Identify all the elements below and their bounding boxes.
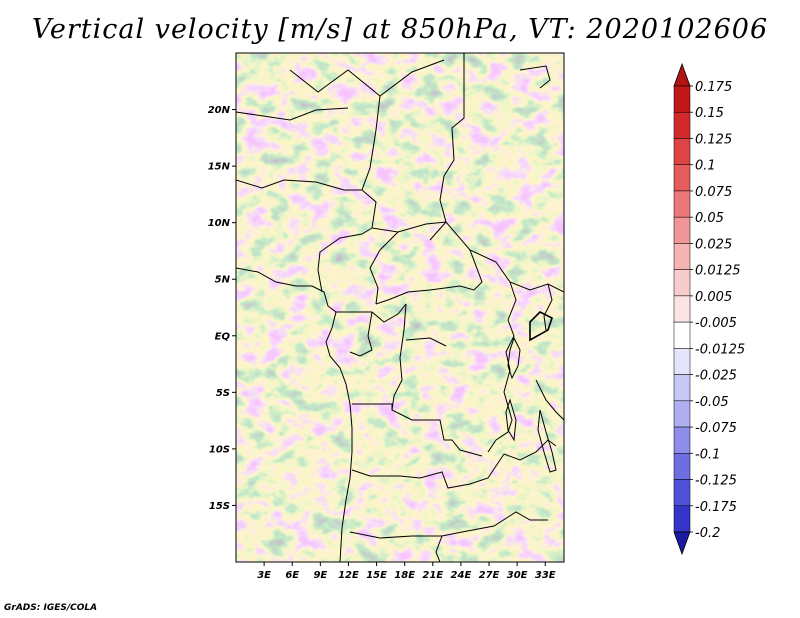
lat-tick-label: 5S: [216, 388, 230, 399]
lat-tick-label: 5N: [215, 275, 231, 286]
colorbar-swatch: [673, 479, 691, 507]
colorbar-label: -0.125: [695, 474, 737, 489]
colorbar-swatch: [673, 111, 691, 139]
lon-tick-label: 33E: [535, 570, 556, 581]
vertical-velocity-field: [236, 53, 564, 562]
colorbar: 0.175 0.15 0.125 0.1 0.075 0.05 0.025 0.0125 0.0…: [673, 62, 745, 556]
lat-tick-label: 10N: [208, 218, 231, 229]
country-borders: [236, 53, 564, 562]
colorbar-top-extend: [673, 62, 691, 87]
colorbar-swatch: [673, 321, 691, 349]
colorbar-label: 0.15: [695, 106, 724, 121]
lat-tick-label: EQ: [215, 331, 231, 342]
lat-tick-label: 15N: [208, 162, 231, 173]
lon-tick-label: 3E: [257, 570, 271, 581]
colorbar-swatch: [673, 138, 691, 165]
chart-title: Vertical velocity [m/s] at 850hPa, VT: 2…: [31, 14, 769, 45]
grads-credit: GrADS: IGES/COLA: [4, 603, 98, 613]
lon-tick-label: 24E: [451, 570, 472, 581]
colorbar-swatch: [673, 216, 691, 244]
map-frame: [235, 52, 565, 563]
colorbar-swatch: [673, 426, 691, 454]
colorbar-label: -0.025: [695, 369, 737, 384]
colorbar-label: -0.175: [695, 500, 737, 515]
lon-tick-label: 9E: [313, 570, 327, 581]
colorbar-swatch: [673, 269, 691, 297]
longitude-axis: 3E 6E 9E 12E 15E 18E 21E 24E 27E 30E 33E: [257, 562, 556, 581]
colorbar-label: -0.2: [695, 526, 720, 541]
colorbar-swatch: [673, 505, 691, 533]
colorbar-swatch: [673, 400, 691, 428]
lon-tick-label: 30E: [507, 570, 528, 581]
colorbar-swatch: [673, 453, 691, 480]
lon-tick-label: 15E: [366, 570, 387, 581]
lon-tick-label: 27E: [479, 570, 500, 581]
colorbar-label: 0.175: [695, 80, 732, 95]
colorbar-label: 0.05: [695, 211, 724, 226]
lon-tick-label: 6E: [285, 570, 299, 581]
colorbar-swatch: [673, 85, 691, 113]
colorbar-label: 0.075: [695, 185, 732, 200]
colorbar-label: 0.0125: [695, 264, 741, 279]
colorbar-bottom-extend: [673, 531, 691, 556]
lon-tick-label: 12E: [338, 570, 359, 581]
colorbar-label: -0.005: [695, 316, 737, 331]
latitude-axis: 20N 15N 10N 5N EQ 5S 10S 15S: [208, 105, 236, 512]
colorbar-swatch: [673, 295, 691, 323]
colorbar-label: 0.025: [695, 237, 732, 252]
colorbar-swatch: [673, 374, 691, 402]
lat-tick-label: 10S: [209, 444, 230, 455]
colorbar-label: -0.075: [695, 421, 737, 436]
lon-tick-label: 18E: [394, 570, 415, 581]
colorbar-swatch: [673, 243, 691, 270]
lat-tick-label: 15S: [209, 501, 230, 512]
lon-tick-label: 21E: [422, 570, 443, 581]
colorbar-label: -0.0125: [695, 342, 745, 357]
colorbar-label: -0.1: [695, 447, 720, 462]
colorbar-label: 0.125: [695, 132, 732, 147]
colorbar-label: 0.1: [695, 159, 716, 174]
colorbar-swatch: [673, 164, 691, 192]
colorbar-swatch: [673, 348, 691, 375]
colorbar-label: -0.05: [695, 395, 729, 410]
map-panel: 20N 15N 10N 5N EQ 5S 10S 15S 3E 6E 9E 12E 15E 18E 21E…: [208, 52, 565, 581]
colorbar-swatch: [673, 190, 691, 218]
lat-tick-label: 20N: [208, 105, 231, 116]
colorbar-label: 0.005: [695, 290, 732, 305]
